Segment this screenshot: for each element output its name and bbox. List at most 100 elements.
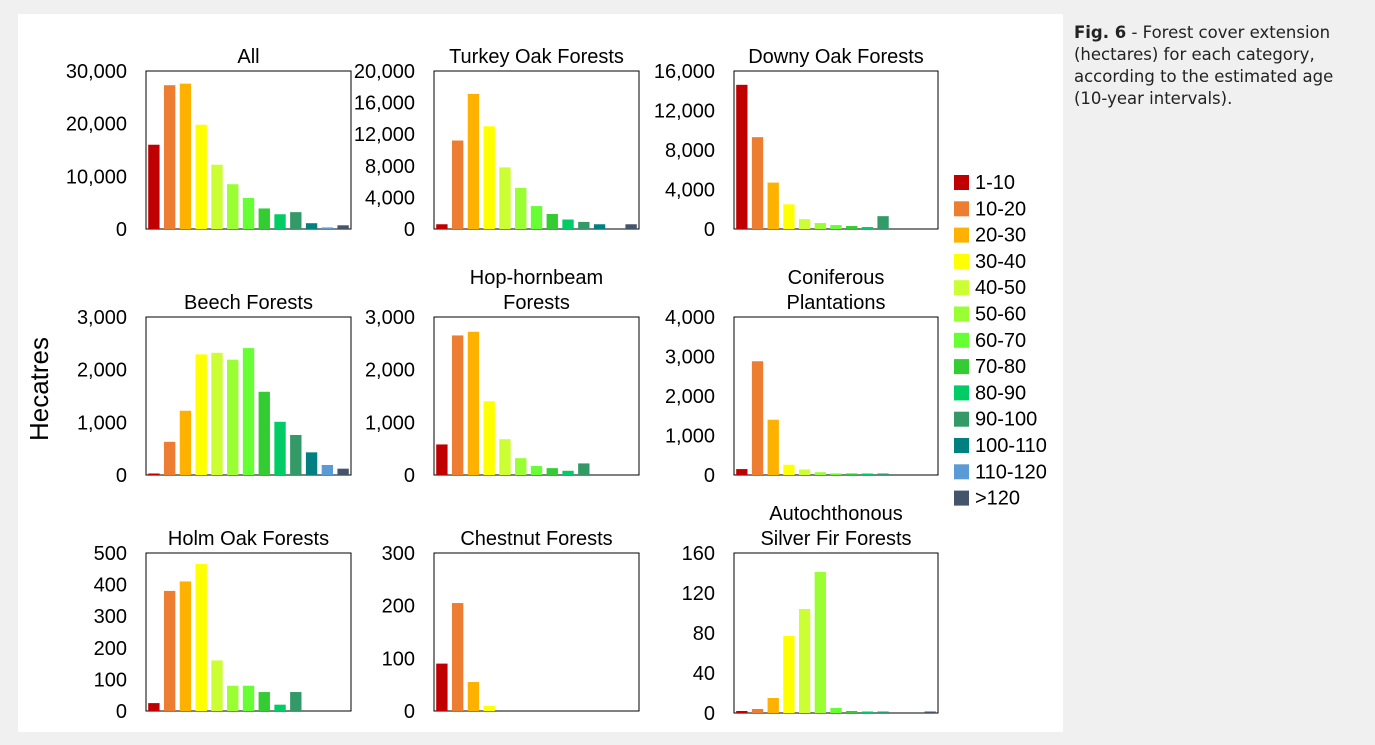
chart-title: Autochthonous xyxy=(769,503,902,525)
charts-figure: Hecatres 1-10 10-20 20-30 30-40 40-50 50-60 60… xyxy=(24,46,1047,725)
y-axis-label: Hecatres xyxy=(24,337,54,441)
y-tick-label: 30,000 xyxy=(66,61,127,83)
bar-70-80 xyxy=(546,468,558,475)
bar-90-100 xyxy=(290,434,302,475)
bar-10-20 xyxy=(451,335,464,475)
y-tick-label: 8,000 xyxy=(665,140,715,162)
bar-30-40 xyxy=(195,354,207,475)
legend-swatch xyxy=(954,438,969,453)
bar-50-60 xyxy=(227,184,239,229)
y-tick-label: 300 xyxy=(94,606,127,628)
y-tick-label: 300 xyxy=(382,543,415,565)
legend-swatch xyxy=(954,201,969,217)
chart-title: Downy Oak Forests xyxy=(748,46,924,68)
y-tick-label: 500 xyxy=(94,543,127,565)
subplot-9: Autochthonous Silver Fir Forests 0 40 80 120 1… xyxy=(682,503,939,725)
bar-50-60 xyxy=(515,187,527,229)
legend-label: 60-70 xyxy=(975,330,1026,352)
legend-label: >120 xyxy=(975,488,1020,510)
bar-100-110 xyxy=(305,452,318,475)
y-tick-label: 0 xyxy=(404,465,415,487)
bar-10-20 xyxy=(751,137,764,229)
y-tick-label: 20,000 xyxy=(354,61,415,83)
legend-swatch xyxy=(954,490,969,506)
legend-swatch xyxy=(954,253,969,269)
legend-label: 30-40 xyxy=(975,251,1026,273)
bar-70-80 xyxy=(846,226,858,229)
y-tick-label: 2,000 xyxy=(77,360,127,382)
y-tick-label: 3,000 xyxy=(665,347,715,369)
chart-title: All xyxy=(237,46,259,68)
bar-20-30 xyxy=(467,331,480,475)
chart-title: Plantations xyxy=(787,292,886,314)
bar-70-80 xyxy=(846,473,858,475)
bar-40-50 xyxy=(798,219,811,229)
legend-label: 110-120 xyxy=(975,461,1047,483)
subplot-2: Turkey Oak Forests 0 4,000 8,000 12,000 16,00… xyxy=(354,46,640,241)
bar-80-90 xyxy=(562,470,574,475)
bar-100-110 xyxy=(305,223,318,229)
bar-80-90 xyxy=(274,214,286,229)
chart-title: Chestnut Forests xyxy=(460,528,612,550)
y-tick-label: 0 xyxy=(116,701,127,723)
bar-90-100 xyxy=(290,692,302,711)
legend-swatch xyxy=(954,411,969,427)
bar-30-40 xyxy=(483,705,495,711)
y-tick-label: 3,000 xyxy=(77,307,127,329)
bar-60-70 xyxy=(830,708,842,713)
legend-swatch xyxy=(954,227,969,243)
y-tick-label: 0 xyxy=(116,465,127,487)
y-tick-label: 4,000 xyxy=(665,307,715,329)
y-tick-label: 200 xyxy=(94,638,127,660)
bar-90-100 xyxy=(578,463,590,475)
y-tick-label: 0 xyxy=(404,701,415,723)
y-tick-label: 2,000 xyxy=(365,360,415,382)
chart-title: Hop-hornbeam xyxy=(470,267,603,289)
bar-90-100 xyxy=(290,212,302,229)
bar-80-90 xyxy=(274,704,286,711)
bar-30-40 xyxy=(483,126,495,229)
bar-30-40 xyxy=(783,636,795,713)
bar->120 xyxy=(924,711,936,713)
bar-20-30 xyxy=(179,83,192,229)
bar-90-100 xyxy=(578,221,590,229)
plot-frame xyxy=(433,552,640,712)
bar-40-50 xyxy=(499,167,511,229)
legend-swatch xyxy=(954,175,969,190)
bar-40-50 xyxy=(499,439,511,475)
bar-50-60 xyxy=(814,472,826,475)
bar-30-40 xyxy=(195,564,207,711)
bar-50-60 xyxy=(227,359,239,475)
caption-label: Fig. 6 xyxy=(1074,23,1127,42)
y-tick-label: 1,000 xyxy=(665,426,715,448)
legend-swatch xyxy=(954,332,969,348)
y-tick-label: 100 xyxy=(94,669,127,691)
bar-30-40 xyxy=(195,124,207,229)
subplot-6: Coniferous Plantations 0 1,000 2,000 3,000 4,0… xyxy=(665,267,939,487)
y-tick-label: 0 xyxy=(704,465,715,487)
bar-1-10 xyxy=(148,703,160,711)
bar-1-10 xyxy=(148,144,160,229)
bar->120 xyxy=(337,225,349,229)
legend-swatch xyxy=(954,306,969,322)
y-tick-label: 8,000 xyxy=(365,156,415,178)
y-tick-label: 12,000 xyxy=(354,124,415,146)
bar-90-100 xyxy=(877,216,889,229)
bar->120 xyxy=(337,468,349,475)
bar-1-10 xyxy=(736,84,748,229)
figure-caption: Fig. 6 - Forest cover extension (hectare… xyxy=(1074,22,1354,110)
y-tick-label: 16,000 xyxy=(654,61,715,83)
legend: 1-10 10-20 20-30 30-40 40-50 50-60 60-70 70-80 8… xyxy=(954,172,1047,510)
y-tick-label: 20,000 xyxy=(66,114,127,136)
bar-100-110 xyxy=(593,224,606,229)
bar-20-30 xyxy=(467,93,480,229)
y-tick-label: 120 xyxy=(682,583,715,605)
bar-20-30 xyxy=(767,182,779,229)
legend-label: 20-30 xyxy=(975,225,1026,247)
y-tick-label: 400 xyxy=(94,575,127,597)
bar-40-50 xyxy=(211,352,223,475)
legend-label: 1-10 xyxy=(975,172,1015,194)
bar-60-70 xyxy=(830,473,842,475)
bar-50-60 xyxy=(814,223,826,229)
chart-title: Coniferous xyxy=(788,267,885,289)
